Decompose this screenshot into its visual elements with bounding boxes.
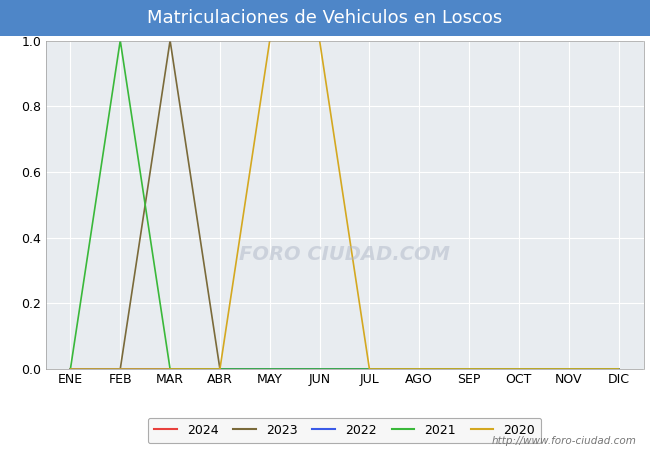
Text: http://www.foro-ciudad.com: http://www.foro-ciudad.com bbox=[492, 436, 637, 446]
Legend: 2024, 2023, 2022, 2021, 2020: 2024, 2023, 2022, 2021, 2020 bbox=[148, 418, 541, 443]
Text: Matriculaciones de Vehiculos en Loscos: Matriculaciones de Vehiculos en Loscos bbox=[148, 9, 502, 27]
Text: FORO CIUDAD.COM: FORO CIUDAD.COM bbox=[239, 244, 450, 264]
